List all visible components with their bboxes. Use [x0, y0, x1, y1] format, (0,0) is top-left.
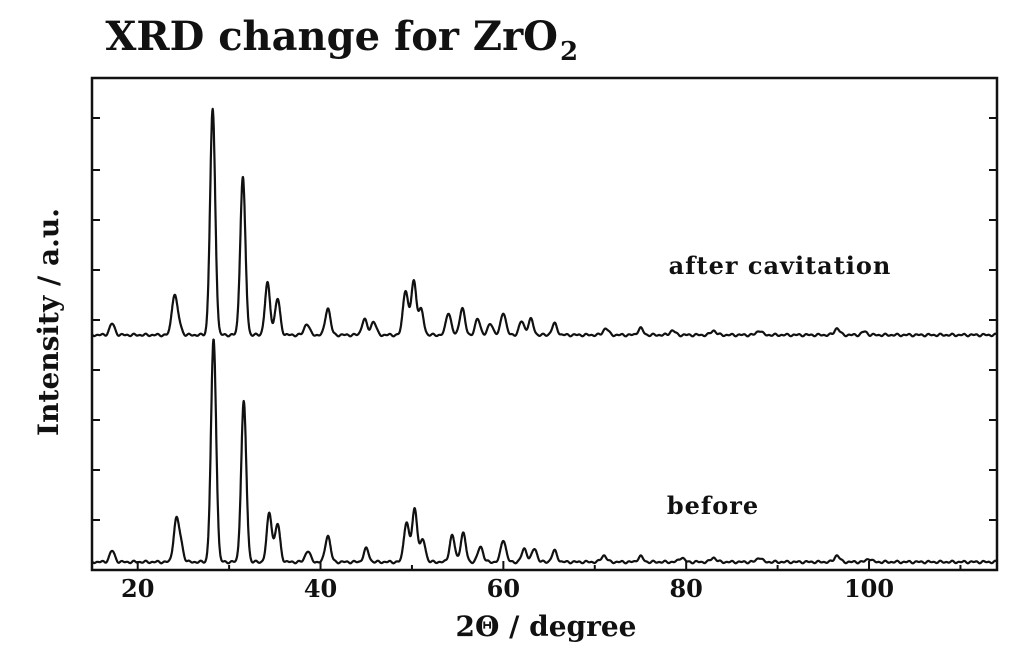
- x-tick-label: 40: [304, 574, 337, 603]
- x-axis-label: 2Θ / degree: [456, 610, 637, 643]
- x-tick-label: 60: [487, 574, 520, 603]
- axis-ticks: [92, 117, 997, 570]
- x-tick-label: 80: [669, 574, 702, 603]
- series-traces: [91, 107, 998, 565]
- y-axis-label: Intensity / a.u.: [32, 208, 65, 436]
- chart-title-subscript: 2: [560, 37, 578, 67]
- plot-frame: [90, 76, 999, 572]
- series-label: before: [667, 491, 759, 520]
- chart-title: XRD change for ZrO 2: [105, 13, 578, 67]
- series-line: [91, 107, 998, 338]
- series-label: after cavitation: [669, 251, 892, 280]
- series-labels: after cavitation before: [667, 251, 892, 520]
- series-group: [91, 107, 998, 338]
- x-tick-labels: 20 40 60 80 100: [121, 574, 894, 603]
- x-tick-label: 100: [844, 574, 894, 603]
- x-tick-label: 20: [121, 574, 154, 603]
- series-group: [91, 338, 998, 565]
- chart-title-text: XRD change for ZrO: [105, 13, 558, 60]
- series-line: [91, 338, 998, 565]
